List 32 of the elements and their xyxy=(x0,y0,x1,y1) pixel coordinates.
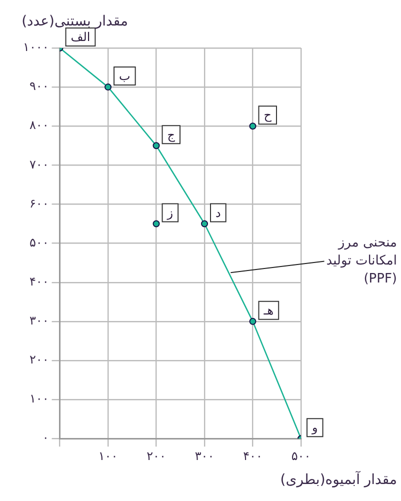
x-tick-label: ۱۰۰ xyxy=(98,448,118,463)
data-label: ح xyxy=(264,108,272,122)
data-label: ب xyxy=(119,69,130,84)
x-tick-label: ۵۰۰ xyxy=(291,448,311,463)
data-label: د xyxy=(216,206,221,220)
x-tick-label: ۴۰۰ xyxy=(243,448,262,463)
y-tick-label: ۸۰۰ xyxy=(29,118,49,132)
data-label: الف xyxy=(70,30,90,44)
y-tick-label: ۱۰۰ xyxy=(29,392,49,406)
point xyxy=(152,142,160,150)
point xyxy=(249,318,256,325)
y-tick-label: ۷۰۰ xyxy=(29,157,49,172)
y-tick-label: ۵۰۰ xyxy=(29,235,49,250)
y-tick-label: ۹۰۰ xyxy=(29,79,49,94)
y-tick-label: ۰ xyxy=(42,430,49,445)
y-axis-title: مقدار بستنی(عدد) xyxy=(22,14,128,30)
point xyxy=(104,84,112,91)
x-axis-title: مقدار آبمیوه(بطری) xyxy=(280,470,397,488)
y-tick-label: ۶۰۰ xyxy=(29,196,49,210)
point xyxy=(249,122,256,130)
y-tick-label: ۳۰۰ xyxy=(29,314,49,328)
data-label: ج xyxy=(167,128,176,142)
point xyxy=(152,220,160,228)
x-tick-label: ۳۰۰ xyxy=(194,448,214,463)
y-tick-label: ۲۰۰ xyxy=(29,352,49,367)
data-label: هـ xyxy=(262,304,274,318)
y-tick-label: ۴۰۰ xyxy=(29,274,49,288)
data-label: و xyxy=(311,420,318,435)
y-tick-label: ۱۰۰۰ xyxy=(23,40,49,54)
x-tick-label: ۲۰۰ xyxy=(146,448,166,463)
point xyxy=(201,220,208,228)
data-label: ز xyxy=(166,206,174,220)
